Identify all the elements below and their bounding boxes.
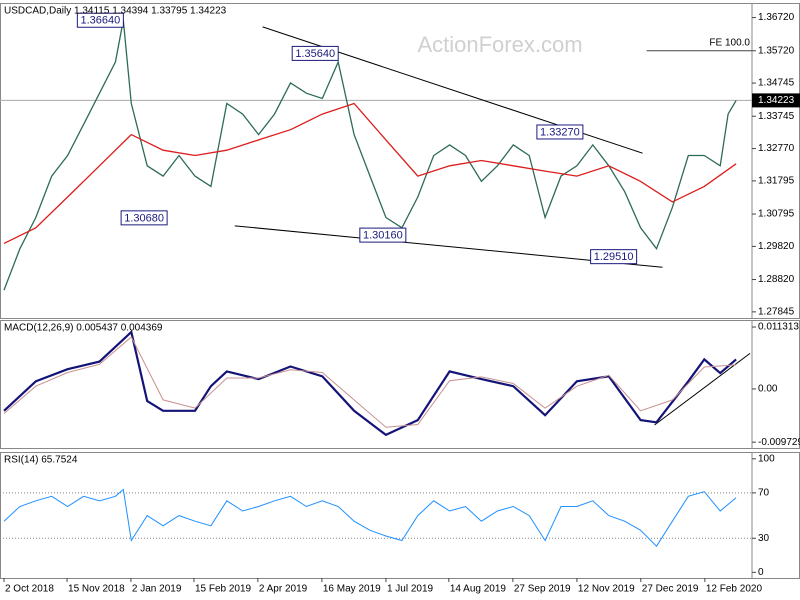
x-tick-label: 27 Dec 2019 bbox=[642, 584, 699, 595]
panel-title: RSI(14) 65.7524 bbox=[4, 455, 78, 466]
x-tick-label: 14 Aug 2019 bbox=[450, 584, 507, 595]
price-annotation: 1.36640 bbox=[80, 15, 120, 27]
series-line bbox=[3, 329, 737, 437]
panel-title: MACD(12,26,9) 0.005437 0.004369 bbox=[4, 323, 163, 334]
x-tick-label: 15 Feb 2019 bbox=[195, 584, 252, 595]
y-tick-label: 0 bbox=[758, 567, 764, 578]
y-tick-label: 1.34745 bbox=[758, 78, 795, 89]
price-annotation-box bbox=[590, 249, 638, 265]
y-tick-label: 1.31795 bbox=[758, 176, 795, 187]
series-line bbox=[3, 336, 737, 428]
price-annotation-box bbox=[76, 12, 124, 28]
price-annotation: 1.30680 bbox=[124, 212, 164, 224]
series-line bbox=[3, 102, 737, 244]
y-tick-label: 0.011313 bbox=[758, 322, 799, 333]
price-annotation: 1.30160 bbox=[363, 230, 403, 242]
y-tick-label: -0.009729 bbox=[758, 437, 800, 448]
y-tick-label: 70 bbox=[758, 488, 770, 499]
price-annotation-box bbox=[291, 45, 339, 61]
y-tick-label: 1.33745 bbox=[758, 111, 795, 122]
y-tick-label: 1.32770 bbox=[758, 143, 795, 154]
x-tick-label: 15 Nov 2018 bbox=[68, 584, 125, 595]
x-tick-label: 1 Jul 2019 bbox=[387, 584, 434, 595]
price-annotation-box bbox=[359, 227, 407, 243]
last-price-box bbox=[752, 93, 800, 108]
price-annotation: 1.35640 bbox=[295, 48, 335, 60]
y-tick-label: 100 bbox=[758, 453, 775, 464]
x-tick-label: 12 Feb 2020 bbox=[706, 584, 763, 595]
fe-label: FE 100.0 bbox=[709, 37, 750, 48]
y-tick-label: 0.00 bbox=[758, 384, 778, 395]
y-tick-label: 1.30795 bbox=[758, 209, 795, 220]
x-tick-label: 12 Nov 2019 bbox=[578, 584, 635, 595]
price-annotation-box bbox=[120, 210, 168, 226]
y-tick-label: 1.28820 bbox=[758, 274, 795, 285]
x-tick-label: 2 Apr 2019 bbox=[259, 584, 308, 595]
x-tick-label: 16 May 2019 bbox=[323, 584, 381, 595]
price-annotation: 1.29510 bbox=[594, 251, 634, 263]
watermark: ActionForex.com bbox=[417, 32, 582, 57]
x-tick-label: 2 Oct 2018 bbox=[5, 584, 54, 595]
x-tick-label: 2 Jan 2019 bbox=[132, 584, 182, 595]
y-tick-label: 30 bbox=[758, 533, 770, 544]
panel-title: USDCAD,Daily 1.34115 1.34394 1.33795 1.3… bbox=[4, 6, 227, 17]
series-line bbox=[3, 488, 737, 547]
y-tick-label: 1.35720 bbox=[758, 45, 795, 56]
price-annotation-box bbox=[536, 124, 584, 140]
last-price-label: 1.34223 bbox=[758, 95, 795, 106]
price-annotation: 1.33270 bbox=[540, 126, 580, 138]
x-tick-label: 27 Sep 2019 bbox=[514, 584, 571, 595]
y-tick-label: 1.27845 bbox=[758, 307, 795, 318]
y-tick-label: 1.29820 bbox=[758, 241, 795, 252]
y-tick-label: 1.36720 bbox=[758, 12, 795, 23]
